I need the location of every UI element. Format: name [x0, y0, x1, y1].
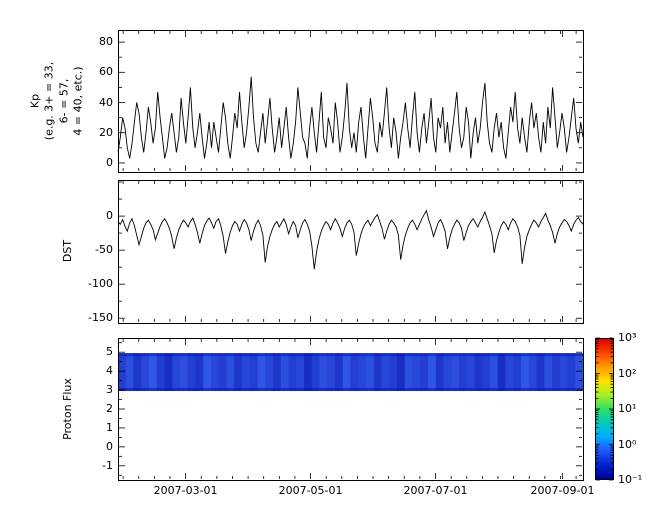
proton-flux-band-strip: [459, 353, 468, 392]
proton-flux-band-strip: [125, 353, 135, 392]
proton-flux-band-strip: [335, 353, 344, 392]
proton-flux-band-strip: [149, 353, 158, 392]
proton-flux-band-strip: [288, 353, 297, 392]
proton-flux-band-strip: [575, 353, 584, 392]
proton-flux-band-strip: [521, 353, 530, 392]
proton-flux-band-strip: [366, 353, 375, 392]
proton-flux-band-strip: [443, 353, 452, 392]
dst-index-ytick-label: -100: [88, 277, 113, 291]
proton-flux-band-strip: [319, 353, 328, 392]
proton-flux-band-strip: [172, 353, 181, 392]
proton-flux-band-strip: [203, 353, 212, 392]
proton-flux-band-strip: [141, 353, 150, 392]
kp-index-ytick-label: 20: [99, 125, 113, 139]
proton-flux-band-strip: [536, 353, 545, 392]
proton-flux-ytick-label: 0: [106, 439, 113, 453]
colorbar-tick-label: 10³: [618, 331, 637, 344]
proton-flux-band-strip: [242, 353, 251, 392]
colorbar-tick-label: 10⁻¹: [618, 473, 643, 486]
proton-flux-band-strip: [265, 353, 274, 392]
proton-flux-band-strip: [373, 353, 383, 392]
proton-flux-band-strip: [133, 353, 142, 392]
proton-flux-ytick-label: -1: [102, 458, 113, 472]
proton-flux-frame: [118, 338, 584, 481]
proton-flux-band-strip: [304, 353, 313, 392]
proton-flux-band-strip: [164, 353, 173, 392]
kp-index-ytick-label: 40: [99, 95, 113, 109]
proton-flux-band-strip: [404, 353, 414, 392]
colorbar-tick-label: 10²: [618, 366, 637, 380]
x-date-label: 2007-09-01: [530, 484, 595, 497]
proton-flux-ytick-label: 3: [106, 383, 113, 397]
proton-flux-band-strip: [327, 353, 336, 392]
dst-index-line: [117, 209, 584, 270]
proton-flux-band-strip: [350, 353, 359, 392]
proton-flux-band-strip: [211, 353, 220, 392]
kp-index-ytick-label: 0: [106, 155, 113, 169]
proton-flux-band-strip: [528, 353, 538, 392]
dst-index-ytick-label: -50: [95, 243, 113, 257]
proton-flux-band-strip: [544, 353, 553, 392]
proton-flux-band-strip: [552, 353, 561, 392]
proton-flux-band-strip: [397, 353, 406, 392]
proton-flux-band-strip: [513, 353, 522, 392]
proton-flux-band-strip: [381, 353, 390, 392]
proton-flux-band-strip: [311, 353, 321, 392]
proton-flux-band-strip: [497, 353, 507, 392]
proton-flux-band-strip: [466, 353, 476, 392]
colorbar-tick-label: 10¹: [618, 402, 637, 415]
dst-index-ytick-label: 0: [106, 209, 113, 223]
kp-index-frame: [118, 30, 584, 173]
proton-flux-band-strip: [451, 353, 460, 392]
proton-flux-band-strip: [435, 353, 445, 392]
proton-flux-band-strip: [505, 353, 514, 392]
proton-flux-band-strip: [412, 353, 421, 392]
x-date-label: 2007-07-01: [403, 484, 468, 497]
proton-flux-band-strip: [226, 353, 235, 392]
proton-flux-band-strip: [280, 353, 290, 392]
proton-flux-band-strip: [249, 353, 259, 392]
x-date-label: 2007-05-01: [278, 484, 343, 497]
proton-flux-band-strip: [234, 353, 243, 392]
kp-index-ytick-label: 80: [99, 35, 113, 49]
proton-flux-band-strip: [156, 353, 166, 392]
proton-flux-band-strip: [195, 353, 204, 392]
proton-flux-band-strip: [187, 353, 197, 392]
proton-flux-band-strip: [218, 353, 228, 392]
proton-flux-band-strip: [474, 353, 483, 392]
proton-flux-band-strip: [428, 353, 437, 392]
proton-flux-band-edge: [118, 353, 583, 357]
proton-flux-band-strip: [567, 353, 576, 392]
proton-flux-band-strip: [389, 353, 398, 392]
proton-flux-band-strip: [358, 353, 367, 392]
proton-flux-band-strip: [420, 353, 429, 392]
proton-flux-band-edge: [118, 388, 583, 392]
proton-flux-ytick-label: 1: [106, 420, 113, 434]
x-date-label: 2007-03-01: [153, 484, 218, 497]
proton-flux-band-strip: [342, 353, 352, 392]
proton-flux-band-strip: [118, 353, 127, 392]
proton-flux-band-strip: [490, 353, 499, 392]
colorbar-tick-label: 10⁰: [618, 437, 637, 451]
dst-index-ytick-label: -150: [88, 311, 113, 325]
proton-flux-band-strip: [257, 353, 266, 392]
proton-flux-band-strip: [559, 353, 569, 392]
proton-flux-ytick-label: 5: [106, 345, 113, 359]
proton-flux-band-strip: [273, 353, 282, 392]
kp-index-ytick-label: 60: [99, 65, 113, 79]
dst-index-frame: [118, 180, 584, 324]
proton-flux-band-strip: [482, 353, 491, 392]
proton-flux-ytick-label: 2: [106, 402, 113, 415]
proton-flux-band-strip: [296, 353, 305, 392]
proton-flux-band-strip: [180, 353, 189, 392]
proton-flux-ytick-label: 4: [106, 364, 113, 378]
kp-index-line: [117, 76, 584, 159]
